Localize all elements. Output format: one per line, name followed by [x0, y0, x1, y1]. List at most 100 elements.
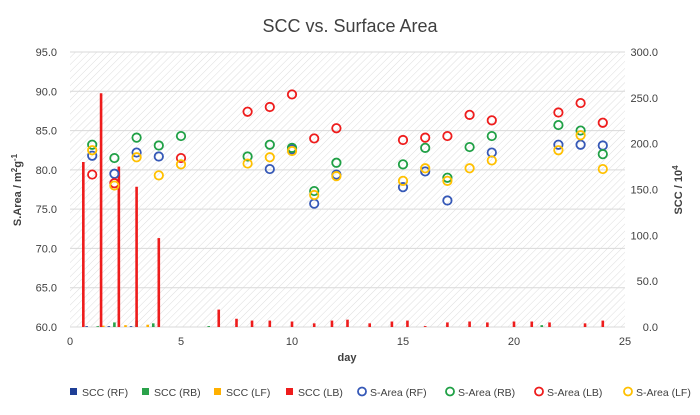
point-s-area-lf- — [109, 180, 120, 191]
bar-scc-lf- — [102, 325, 105, 327]
chart-title: SCC vs. Surface Area — [262, 16, 438, 36]
point-s-area-rf- — [553, 139, 564, 150]
y-right-tick-label: 50.0 — [637, 276, 658, 288]
bar-scc-lb- — [157, 238, 161, 327]
point-s-area-lb- — [331, 123, 342, 134]
point-s-area-lf- — [553, 145, 564, 156]
plot-area — [70, 52, 625, 327]
point-s-area-rb- — [575, 125, 586, 136]
legend-item: SCC (LF) — [214, 387, 270, 399]
point-s-area-lf- — [286, 145, 298, 157]
y-right-tick-label: 200.0 — [630, 139, 658, 151]
x-axis-title: day — [338, 352, 358, 364]
point-s-area-lb- — [464, 109, 475, 120]
y-left-tick-label: 75.0 — [36, 204, 57, 216]
y-left-tick-label: 95.0 — [36, 47, 57, 59]
legend-item: S-Area (LB) — [534, 386, 602, 399]
bar-scc-lb- — [250, 320, 254, 327]
legend-item: S-Area (RF) — [357, 386, 427, 399]
y-left-axis-title: S.Area / m2g-1 — [10, 153, 25, 226]
legend-swatch — [357, 386, 367, 397]
bar-scc-lb- — [235, 318, 238, 327]
bar-scc-lb- — [135, 186, 138, 327]
y-left-tick-label: 85.0 — [36, 126, 57, 138]
legend-label: SCC (LF) — [226, 387, 270, 399]
point-s-area-lf- — [309, 189, 320, 201]
point-s-area-lb- — [575, 97, 586, 109]
point-s-area-rb- — [486, 130, 497, 142]
legend-swatch — [623, 386, 633, 397]
point-s-area-lf- — [175, 159, 187, 170]
point-s-area-lb- — [242, 106, 253, 117]
point-s-area-rb- — [553, 119, 564, 131]
point-s-area-rb- — [420, 142, 431, 153]
bar-scc-rf- — [107, 326, 111, 327]
point-s-area-lf- — [397, 175, 409, 186]
point-s-area-rb- — [442, 172, 453, 183]
legend-swatch — [214, 388, 221, 395]
bar-scc-lb- — [423, 326, 427, 327]
point-s-area-lb- — [486, 115, 497, 126]
point-s-area-lf- — [242, 158, 253, 169]
point-s-area-rb- — [109, 152, 120, 164]
point-s-area-rb- — [242, 151, 253, 162]
bar-scc-lb- — [390, 321, 394, 327]
bar-scc-lb- — [346, 319, 349, 327]
y-left-tick-label: 80.0 — [36, 165, 57, 177]
legend-item: S-Area (RB) — [445, 386, 515, 399]
legend-swatch — [534, 386, 544, 397]
y-left-axis-ticks: 60.0 65.0 70.0 75.0 80.0 85.0 90.0 95.0 — [36, 47, 57, 334]
point-s-area-lb- — [553, 107, 564, 118]
bar-scc-lb- — [99, 93, 103, 327]
bar-scc-lb- — [512, 321, 516, 327]
legend-item: SCC (LB) — [286, 387, 343, 399]
y-right-tick-label: 150.0 — [630, 185, 658, 197]
bar-scc-lb- — [312, 323, 316, 327]
point-s-area-lf- — [131, 152, 142, 163]
legend-swatch — [286, 388, 293, 395]
legend-item: SCC (RB) — [142, 387, 201, 399]
y-right-tick-label: 300.0 — [630, 47, 658, 59]
x-tick-label: 15 — [397, 336, 409, 348]
legend-swatch — [445, 386, 455, 397]
point-s-area-lb- — [87, 169, 98, 180]
point-s-area-rf- — [153, 151, 164, 162]
y-right-axis-ticks: 0.0 50.0 100.0 150.0 200.0 250.0 300.0 — [630, 47, 658, 334]
x-axis-ticks: 0 5 10 15 20 25 — [67, 336, 631, 348]
legend-label: S-Area (RB) — [458, 387, 515, 399]
bar-scc-lf- — [124, 325, 127, 327]
y-right-tick-label: 250.0 — [630, 93, 658, 105]
point-s-area-lf- — [87, 145, 98, 156]
bar-scc-lb- — [530, 321, 534, 327]
bar-scc-rb- — [207, 326, 211, 327]
legend-label: SCC (LB) — [298, 387, 343, 399]
y-right-tick-label: 100.0 — [630, 230, 658, 242]
legend-item: SCC (RF) — [70, 387, 128, 399]
point-s-area-lb- — [175, 152, 187, 164]
point-s-area-rf- — [575, 139, 586, 150]
point-s-area-rf- — [109, 168, 120, 179]
point-s-area-lf- — [486, 155, 497, 166]
legend-swatch — [70, 388, 77, 395]
bar-scc-rf- — [85, 326, 88, 327]
point-s-area-rb- — [153, 140, 164, 151]
bar-scc-lb- — [468, 321, 471, 327]
bar-scc-lb- — [217, 309, 221, 327]
point-s-area-rb- — [175, 130, 187, 142]
bar-scc-rb- — [113, 322, 116, 327]
y-left-tick-label: 65.0 — [36, 283, 57, 295]
y-left-tick-label: 60.0 — [36, 322, 57, 334]
legend-label: SCC (RF) — [82, 387, 128, 399]
bar-scc-lb- — [548, 322, 551, 327]
bar-scc-lb- — [330, 320, 334, 327]
bar-scc-lb- — [82, 162, 85, 327]
bar-scc-lb- — [368, 323, 371, 327]
point-s-area-lb- — [442, 130, 453, 142]
point-s-area-lb- — [286, 89, 298, 100]
bar-scc-rb- — [96, 326, 100, 327]
bar-scc-lb- — [446, 322, 449, 327]
legend: SCC (RF) SCC (RB) SCC (LF) SCC (LB) S-Area (… — [70, 386, 691, 399]
point-s-area-lf- — [597, 163, 608, 175]
